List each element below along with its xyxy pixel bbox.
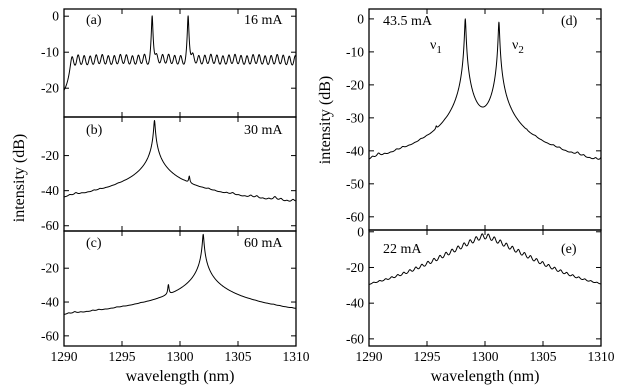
panel-label-e: (e): [561, 242, 577, 257]
x-axis-title-right: wavelength (nm): [431, 368, 540, 385]
x-tick-label-right: 1290: [356, 349, 383, 364]
current-label-c: 60 mA: [244, 236, 283, 251]
y-tick-label-a: 0: [52, 9, 59, 24]
x-tick-label-right: 1305: [530, 349, 557, 364]
y-tick-label-c: -40: [41, 295, 59, 310]
x-tick-label-left: 1310: [283, 349, 310, 364]
y-tick-label-e: 0: [357, 224, 364, 239]
y-tick-label-a: -10: [41, 45, 59, 60]
y-axis-title-right: intensity (dB): [317, 76, 334, 164]
y-tick-label-e: -40: [346, 296, 364, 311]
x-tick-label-right: 1295: [414, 349, 441, 364]
current-label-a: 16 mA: [244, 13, 283, 28]
spectrum-trace-c: [64, 233, 296, 315]
y-tick-label-e: -20: [346, 260, 364, 275]
x-tick-label-left: 1290: [51, 349, 78, 364]
y-tick-label-d: -20: [346, 77, 364, 92]
y-axis-title-left: intensity (dB): [11, 134, 28, 222]
spectrum-trace-b: [64, 120, 296, 202]
mode-label-nu1: ν1: [430, 38, 442, 56]
current-label-b: 30 mA: [244, 123, 283, 138]
x-tick-label-right: 1310: [588, 349, 615, 364]
y-tick-label-d: 0: [357, 11, 364, 26]
x-tick-label-left: 1295: [109, 349, 136, 364]
current-label-e: 22 mA: [383, 242, 422, 257]
panel-label-a: (a): [86, 13, 102, 28]
panel-frame-d: [368, 8, 602, 231]
y-tick-label-d: -40: [346, 143, 364, 158]
spectrum-trace-e: [369, 233, 601, 285]
x-axis-title-left: wavelength (nm): [126, 368, 235, 385]
x-tick-label-right: 1300: [472, 349, 499, 364]
panel-e: 0 -20 -40 -60 (e) 22 mA: [346, 224, 602, 347]
spectrum-trace-a: [64, 15, 296, 91]
panel-b: -20 -40 -60 (b) 30 mA: [41, 116, 297, 233]
panel-a: 0 -10 -20 (a) 16 mA: [41, 8, 297, 118]
y-tick-label-d: -30: [346, 110, 364, 125]
y-tick-label-c: -20: [41, 261, 59, 276]
panel-label-d: (d): [561, 14, 578, 29]
x-tick-label-left: 1300: [167, 349, 194, 364]
y-tick-label-d: -60: [346, 209, 364, 224]
mode-label-nu2: ν2: [512, 38, 524, 56]
y-tick-label-d: -50: [346, 176, 364, 191]
y-tick-label-b: -60: [41, 218, 59, 233]
current-label-d: 43.5 mA: [383, 14, 433, 29]
y-tick-label-a: -20: [41, 81, 59, 96]
y-tick-label-d: -10: [346, 44, 364, 59]
y-tick-label-b: -40: [41, 183, 59, 198]
panel-c: -20 -40 -60 (c) 60 mA: [41, 230, 297, 347]
panel-label-c: (c): [86, 236, 102, 251]
y-tick-label-c: -60: [41, 328, 59, 343]
spectrum-trace-d: [369, 18, 601, 160]
y-tick-label-b: -20: [41, 148, 59, 163]
x-tick-label-left: 1305: [225, 349, 252, 364]
panel-label-b: (b): [86, 123, 103, 138]
y-tick-label-e: -60: [346, 331, 364, 346]
panel-d: 0 -10 -20 -30 -40 -50 -60 (d) 43.5 mA ν1 ν2: [346, 8, 602, 231]
